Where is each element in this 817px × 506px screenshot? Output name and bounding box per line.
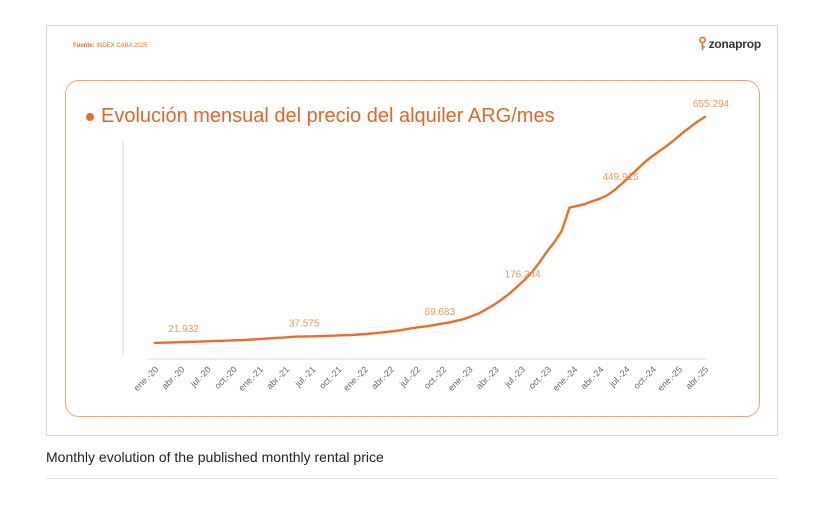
chart-panel: Evolución mensual del precio del alquile… (65, 80, 760, 417)
x-tick-label: oct.-24 (632, 364, 659, 391)
data-label: 449.915 (603, 172, 640, 183)
x-tick-label: jul.-21 (292, 364, 317, 389)
series-line (153, 115, 707, 345)
title-bullet (86, 112, 94, 121)
divider (46, 478, 778, 479)
data-label: 655.294 (693, 99, 730, 110)
x-tick-label: abr.-22 (369, 364, 396, 391)
x-tick-label: oct.-21 (317, 364, 344, 391)
x-tick-label: jul.-22 (397, 364, 422, 389)
x-tick-label: abr.-20 (160, 364, 187, 391)
x-tick-label: oct.-20 (212, 364, 239, 391)
chart-figure: Fuente: INDEX CABA 2025 zonaprop Evoluci… (46, 25, 778, 436)
key-icon (698, 36, 706, 50)
x-tick-label: ene.-24 (551, 364, 580, 393)
x-tick-label: abr.-25 (684, 364, 711, 391)
zonaprop-logo: zonaprop (698, 36, 761, 52)
data-label: 69.683 (424, 307, 455, 318)
x-tick-label: ene.-23 (446, 364, 475, 393)
x-tick-label: abr.-21 (264, 364, 291, 391)
x-tick-label: jul.-24 (607, 364, 632, 389)
chart-title: Evolución mensual del precio del alquile… (101, 105, 555, 127)
data-label: 21.932 (168, 324, 199, 335)
x-tick-label: ene.-25 (656, 364, 685, 393)
x-tick-label: oct.-22 (422, 364, 449, 391)
x-tick-label: abr.-23 (474, 364, 501, 391)
x-tick-label: ene.-20 (132, 364, 161, 393)
brand-name: zonaprop (708, 37, 762, 51)
chart-title-row: Evolución mensual del precio del alquile… (86, 105, 555, 128)
source-value: INDEX CABA 2025 (96, 43, 148, 49)
data-label: 37.575 (289, 319, 320, 330)
x-tick-label: abr.-24 (579, 364, 606, 391)
x-tick-label: jul.-23 (502, 364, 527, 389)
x-tick-label: oct.-23 (527, 364, 554, 391)
x-tick-label: jul.-20 (188, 364, 213, 389)
x-tick-label: ene.-22 (341, 364, 370, 393)
line-chart: 21.932 37.575 69.683 176.244 449.915 655.294 e… (122, 99, 730, 393)
source-label: Fuente: (73, 43, 95, 49)
figure-caption: Monthly evolution of the published month… (46, 449, 384, 465)
x-tick-label: ene.-21 (237, 364, 266, 393)
source-note: Fuente: INDEX CABA 2025 (73, 43, 147, 49)
data-label: 176.244 (505, 269, 542, 280)
